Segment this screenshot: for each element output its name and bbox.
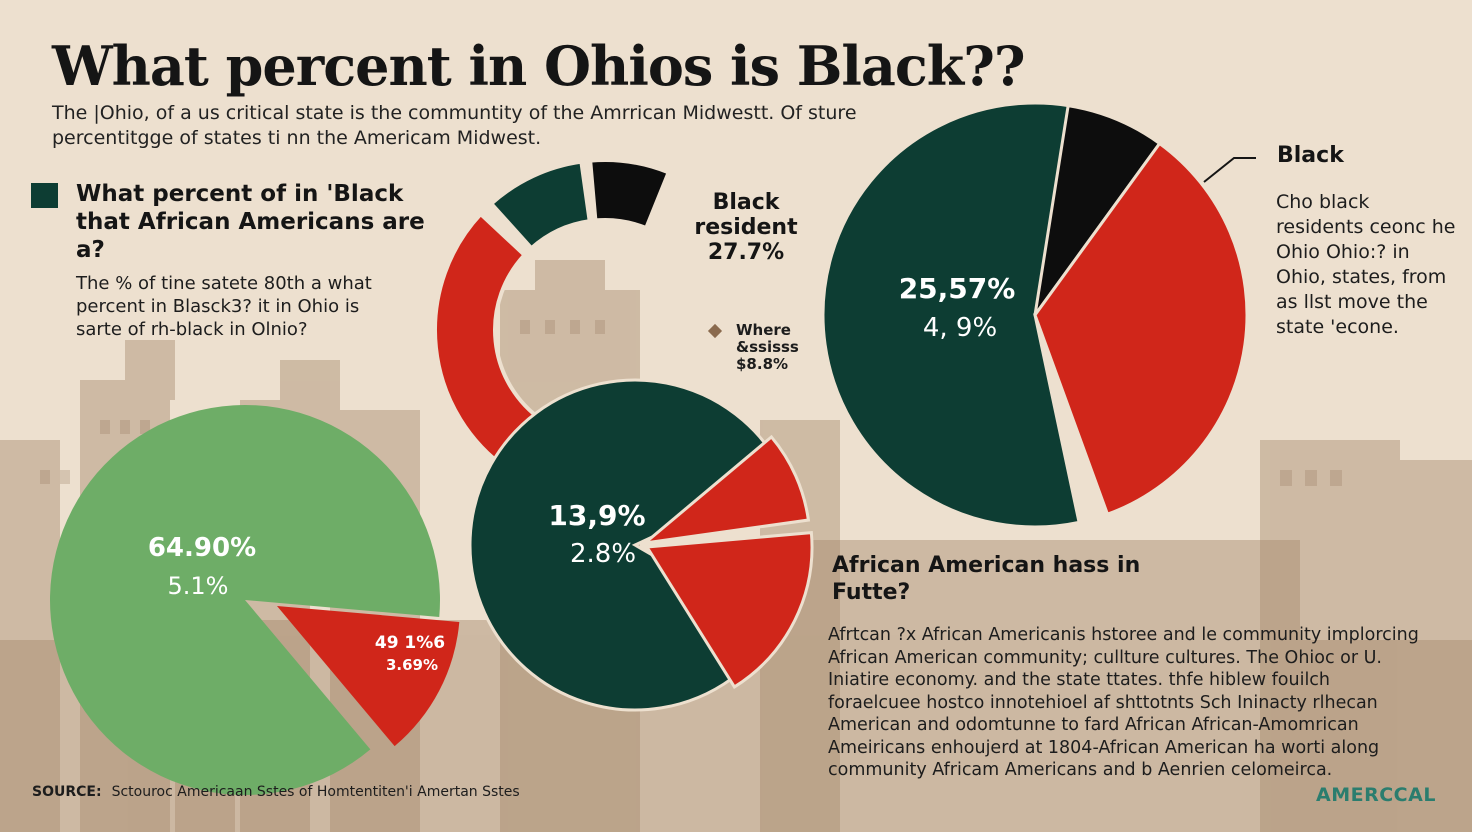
pie-left-label-4: 3.69% [386, 656, 438, 674]
callout-right-title: Black [1277, 143, 1344, 168]
pie-left-slice-2 [277, 606, 460, 747]
callout-where: Where &ssisss $8.8% [736, 322, 806, 373]
pie-left-label-2: 5.1% [168, 572, 229, 600]
pie-right-label-1: 25,57% [899, 272, 1016, 305]
callout-small-line3: $8.8% [736, 355, 789, 373]
callout-small-line2: &ssisss [736, 338, 799, 356]
callout-leader-line [1203, 157, 1256, 183]
pie-right-label-2: 4, 9% [923, 313, 997, 343]
callout-small-line1: Where [736, 321, 791, 339]
question-body: The % of tine satete 80th a what percent… [76, 273, 372, 340]
brand-logo: AMERCCAL [1316, 784, 1436, 806]
callout-mid-line1: Black [712, 190, 780, 215]
callout-right-body: Cho black residents ceonc he Ohio Ohio:?… [1276, 191, 1456, 338]
callout-black-resident: Black resident 27.7% [686, 190, 806, 265]
chart-pie-left: 64.90% 5.1% 49 1%6 3.69% [50, 405, 460, 796]
page-subtitle: The |Ohio, of a us critical state is the… [52, 102, 857, 149]
pie-center-slice-3 [644, 530, 814, 689]
pie-right-slice-1 [1033, 103, 1162, 316]
chart-pie-right: 25,57% 4, 9% [821, 101, 1249, 529]
pie-left-label-3: 49 1%6 [375, 633, 445, 653]
pie-center-label-2: 2.8% [570, 539, 636, 569]
pie-left-slice-1 [50, 405, 440, 796]
pie-right-slice-2 [1033, 141, 1249, 517]
ring-segment-3 [588, 158, 672, 231]
pie-center-label-1: 13,9% [548, 499, 645, 532]
source-text: Sctouroc Americaan Sstes of Homtentiten'… [111, 784, 520, 800]
question-heading: What percent of in 'Black that African A… [76, 181, 425, 263]
ring-segment-2 [488, 159, 592, 252]
ring-segment-1 [433, 211, 545, 473]
chart-ring-top [433, 158, 672, 473]
source-note: SOURCE: Sctouroc Americaan Sstes of Homte… [32, 784, 520, 800]
source-label: SOURCE: [32, 784, 102, 800]
legend-swatch-icon [31, 183, 58, 208]
callout-mid-line2: resident [694, 215, 798, 240]
page-title: What percent in Ohios is Black?? [52, 34, 1025, 98]
chart-pie-center: 13,9% 2.8% [468, 378, 814, 712]
section-body: Afrtcan ?x African Americanis hstoree an… [828, 625, 1419, 780]
section-heading: African American hass in Futte? [832, 553, 1141, 605]
pie-center-slice-2 [640, 434, 811, 546]
pie-left-label-1: 64.90% [148, 533, 256, 563]
callout-mid-line3: 27.7% [707, 240, 785, 265]
